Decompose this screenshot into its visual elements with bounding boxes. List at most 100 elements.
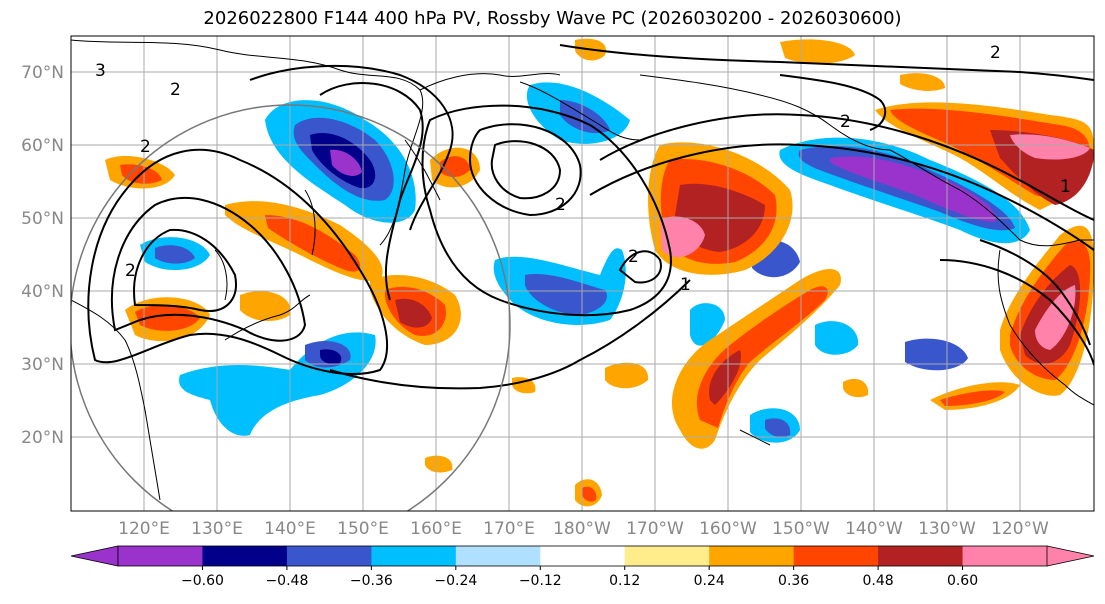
- lon-label: 170°W: [626, 519, 684, 539]
- contour-low-bering: [468, 123, 582, 217]
- coast-kamchatka: [404, 139, 441, 201]
- contour-label: 2: [555, 195, 566, 215]
- negative-anomaly-japan-deep: [320, 349, 342, 365]
- contour-low-bering-inner: [490, 140, 562, 200]
- lon-label: 150°W: [772, 519, 830, 539]
- positive-anomaly-us-west-peak: [1035, 285, 1076, 350]
- contour-labels: 3 2 2 2 2 2 2 1 2 1: [95, 43, 1071, 295]
- colorbar-tick-label: 0.24: [694, 573, 725, 589]
- contour-trough-west: [87, 148, 388, 376]
- plot-frame: [70, 35, 1095, 512]
- negative-anomaly-china-core: [155, 245, 195, 264]
- colorbar-swatch: [540, 546, 626, 566]
- colorbar-swatch: [455, 546, 541, 566]
- positive-anomaly-small-6: [843, 378, 869, 398]
- colorbar-tick-label: 0.60: [947, 573, 978, 589]
- coast-japan: [224, 294, 311, 341]
- lon-label: 120°W: [991, 519, 1049, 539]
- lat-label: 40°N: [21, 282, 64, 302]
- colorbar-extend-high: [1046, 545, 1095, 567]
- positive-anomaly-small-3-core: [582, 486, 597, 502]
- colorbar-swatch: [371, 546, 457, 566]
- pv-anomaly-fill: [105, 38, 1094, 507]
- colorbar-tick-label: −0.12: [519, 573, 562, 589]
- contour-label: 1: [680, 275, 691, 295]
- lat-label: 70°N: [21, 63, 64, 83]
- negative-anomaly-small-5-core: [765, 418, 791, 438]
- contour-arctic-2: [779, 74, 887, 131]
- negative-anomaly-extreme: [330, 149, 362, 176]
- contour-arctic: [559, 44, 1094, 81]
- contour-label: 2: [840, 112, 851, 132]
- pv-contours: [87, 44, 1094, 390]
- positive-anomaly-arctic: [780, 39, 855, 64]
- contour-label: 3: [95, 61, 106, 81]
- coast-aleutians: [519, 81, 641, 141]
- contour-small-ring: [618, 250, 662, 284]
- colorbar-extend-low: [70, 545, 119, 567]
- lon-label: 120°E: [118, 519, 170, 539]
- negative-anomaly-small-4: [905, 338, 968, 371]
- negative-anomaly-small-2: [690, 303, 725, 346]
- colorbar-swatch: [286, 546, 372, 566]
- coast-sakhalin: [304, 189, 316, 256]
- lon-label: 150°E: [337, 519, 389, 539]
- positive-anomaly-small-2: [605, 362, 649, 389]
- lon-label: 130°E: [191, 519, 243, 539]
- contour-east-trough-inner: [979, 239, 1091, 346]
- contour-label: 1: [1060, 177, 1071, 197]
- colorbar-tick-label: 0.36: [778, 573, 809, 589]
- longitude-labels: 120°E 130°E 140°E 150°E 160°E 170°E 180°…: [118, 519, 1049, 539]
- lat-label: 20°N: [21, 428, 64, 448]
- colorbar-swatch: [202, 546, 288, 566]
- lon-label: 170°E: [483, 519, 535, 539]
- coast-us-west: [997, 249, 1094, 406]
- coastlines: [71, 39, 1094, 501]
- coast-siberia: [71, 39, 424, 246]
- latitude-labels: 70°N 60°N 50°N 40°N 30°N 20°N: [21, 63, 64, 448]
- negative-anomaly-small-3: [815, 321, 859, 355]
- lon-label: 140°E: [264, 519, 316, 539]
- contour-ridge-asia: [249, 64, 454, 231]
- lon-label: 130°W: [918, 519, 976, 539]
- target-circle: [71, 104, 511, 511]
- contour-label: 2: [170, 80, 181, 100]
- lon-label: 180°W: [553, 519, 611, 539]
- colorbar: −0.60 −0.48 −0.36 −0.24 −0.12 0.12 0.24 0.36 0.4…: [70, 545, 1095, 589]
- positive-anomaly-kuroshio-deep: [395, 298, 432, 328]
- contour-trough-west-inner: [111, 197, 307, 342]
- positive-anomaly-east-pacific-peak: [660, 216, 705, 258]
- colorbar-tick-label: 0.12: [609, 573, 640, 589]
- colorbar-swatch: [878, 546, 964, 566]
- colorbar-swatch: [709, 546, 795, 566]
- contour-label: 2: [140, 137, 151, 157]
- gridlines: [71, 36, 1094, 511]
- contour-low-bering-outer: [421, 104, 672, 317]
- contour-ridge-asia-inner: [319, 82, 424, 301]
- map-title: 2026022800 F144 400 hPa PV, Rossby Wave …: [203, 8, 902, 29]
- colorbar-swatch: [962, 546, 1048, 566]
- colorbar-swatch: [793, 546, 879, 566]
- positive-anomaly-alaska-peak: [1010, 134, 1090, 160]
- positive-anomaly-small-4: [425, 455, 453, 473]
- positive-anomaly-yellow-sea-core: [135, 305, 200, 331]
- contour-jet-2: [589, 143, 1094, 251]
- negative-anomaly-central-core: [525, 273, 608, 315]
- contour-trough-west-core: [133, 228, 237, 312]
- colorbar-tick-label: −0.60: [181, 573, 224, 589]
- colorbar-swatch: [118, 546, 203, 566]
- lon-label: 140°W: [845, 519, 903, 539]
- negative-anomaly-gulf-extreme: [830, 156, 996, 222]
- colorbar-tick-label: −0.24: [434, 573, 477, 589]
- coast-china: [71, 299, 161, 501]
- coast-korea: [214, 249, 228, 301]
- contour-east-trough: [939, 259, 1094, 366]
- contour-jet-1: [599, 113, 1094, 221]
- colorbar-tick-label: −0.48: [265, 573, 308, 589]
- lon-label: 160°W: [699, 519, 757, 539]
- colorbar-tick-label: 0.48: [863, 573, 894, 589]
- contour-subtropical: [329, 279, 691, 390]
- lon-label: 160°E: [410, 519, 462, 539]
- positive-anomaly-west-2: [240, 291, 291, 322]
